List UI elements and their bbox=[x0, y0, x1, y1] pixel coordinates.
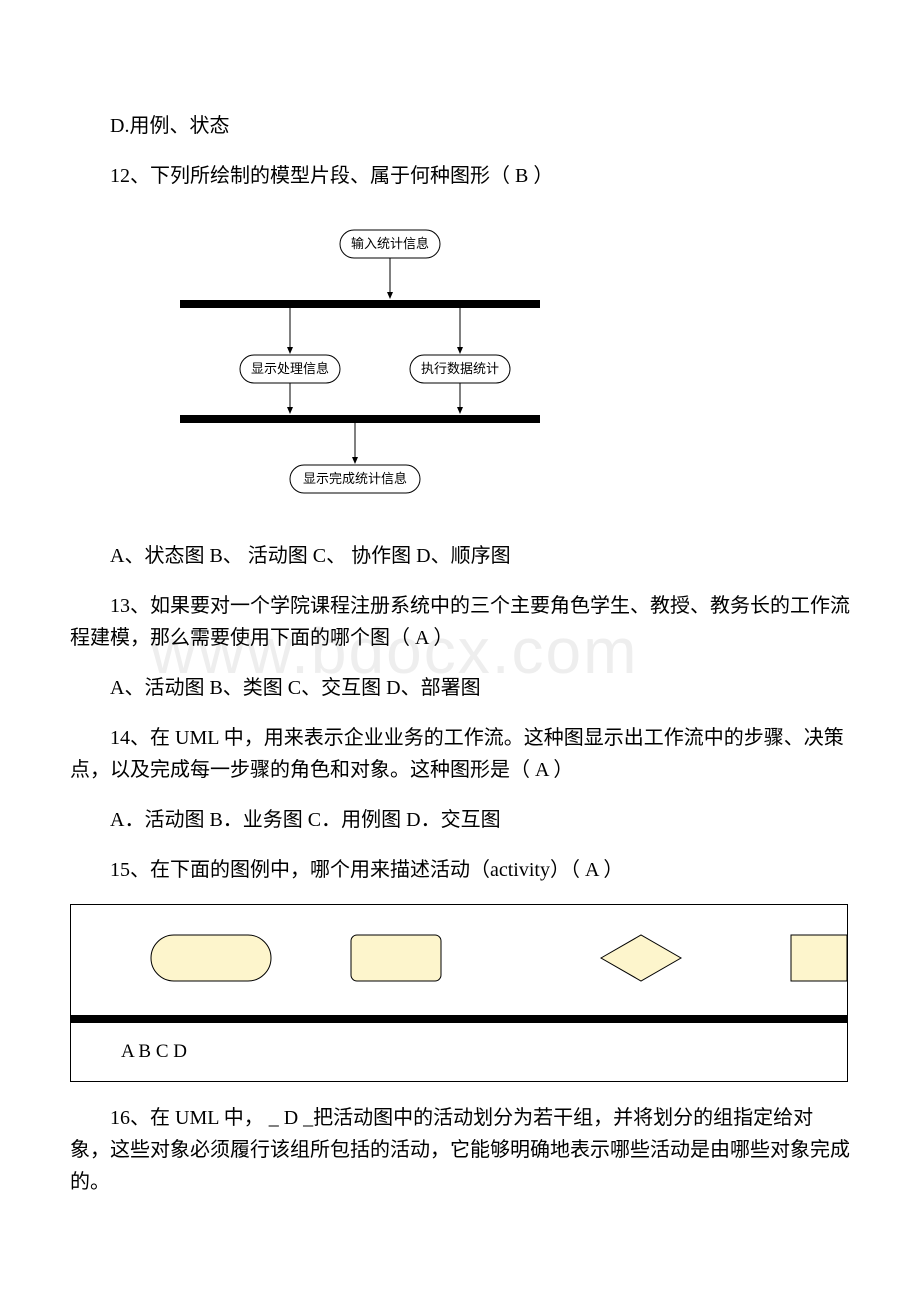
activity-node-label: 显示处理信息 bbox=[251, 361, 329, 376]
activity-node-label: 执行数据统计 bbox=[421, 361, 499, 376]
shape-rect bbox=[351, 935, 441, 981]
q13-options: A、活动图 B、类图 C、交互图 D、部署图 bbox=[70, 672, 850, 704]
q13-text: 13、如果要对一个学院课程注册系统中的三个主要角色学生、教授、教务长的工作流程建… bbox=[70, 590, 850, 654]
shape-diamond bbox=[601, 935, 681, 981]
q12-diagram: 输入统计信息显示处理信息 执行数据统计显示完成统计信息 bbox=[160, 210, 520, 520]
sync-bar bbox=[180, 300, 540, 308]
q11-option-d: D.用例、状态 bbox=[70, 110, 850, 142]
q15-shapes-table: A B C D bbox=[70, 904, 848, 1082]
sync-bar bbox=[180, 415, 540, 423]
shape-square-partial bbox=[791, 935, 847, 981]
q15-shapes-svg bbox=[71, 905, 847, 1005]
q15-labels: A B C D bbox=[71, 1019, 848, 1082]
activity-node-label: 显示完成统计信息 bbox=[303, 471, 407, 486]
q15-text: 15、在下面的图例中，哪个用来描述活动（activity）（ A ） bbox=[70, 854, 850, 886]
q12-options: A、状态图 B、 活动图 C、 协作图 D、顺序图 bbox=[70, 540, 850, 572]
q14-text: 14、在 UML 中，用来表示企业业务的工作流。这种图显示出工作流中的步骤、决策… bbox=[70, 722, 850, 786]
shape-rounded-rect bbox=[151, 935, 271, 981]
activity-node-label: 输入统计信息 bbox=[351, 236, 429, 251]
q12-text: 12、下列所绘制的模型片段、属于何种图形（ B ） bbox=[70, 160, 850, 192]
q16-text: 16、在 UML 中， _ D _把活动图中的活动划分为若干组，并将划分的组指定… bbox=[70, 1102, 850, 1198]
q14-options: A．活动图 B．业务图 C．用例图 D．交互图 bbox=[70, 804, 850, 836]
